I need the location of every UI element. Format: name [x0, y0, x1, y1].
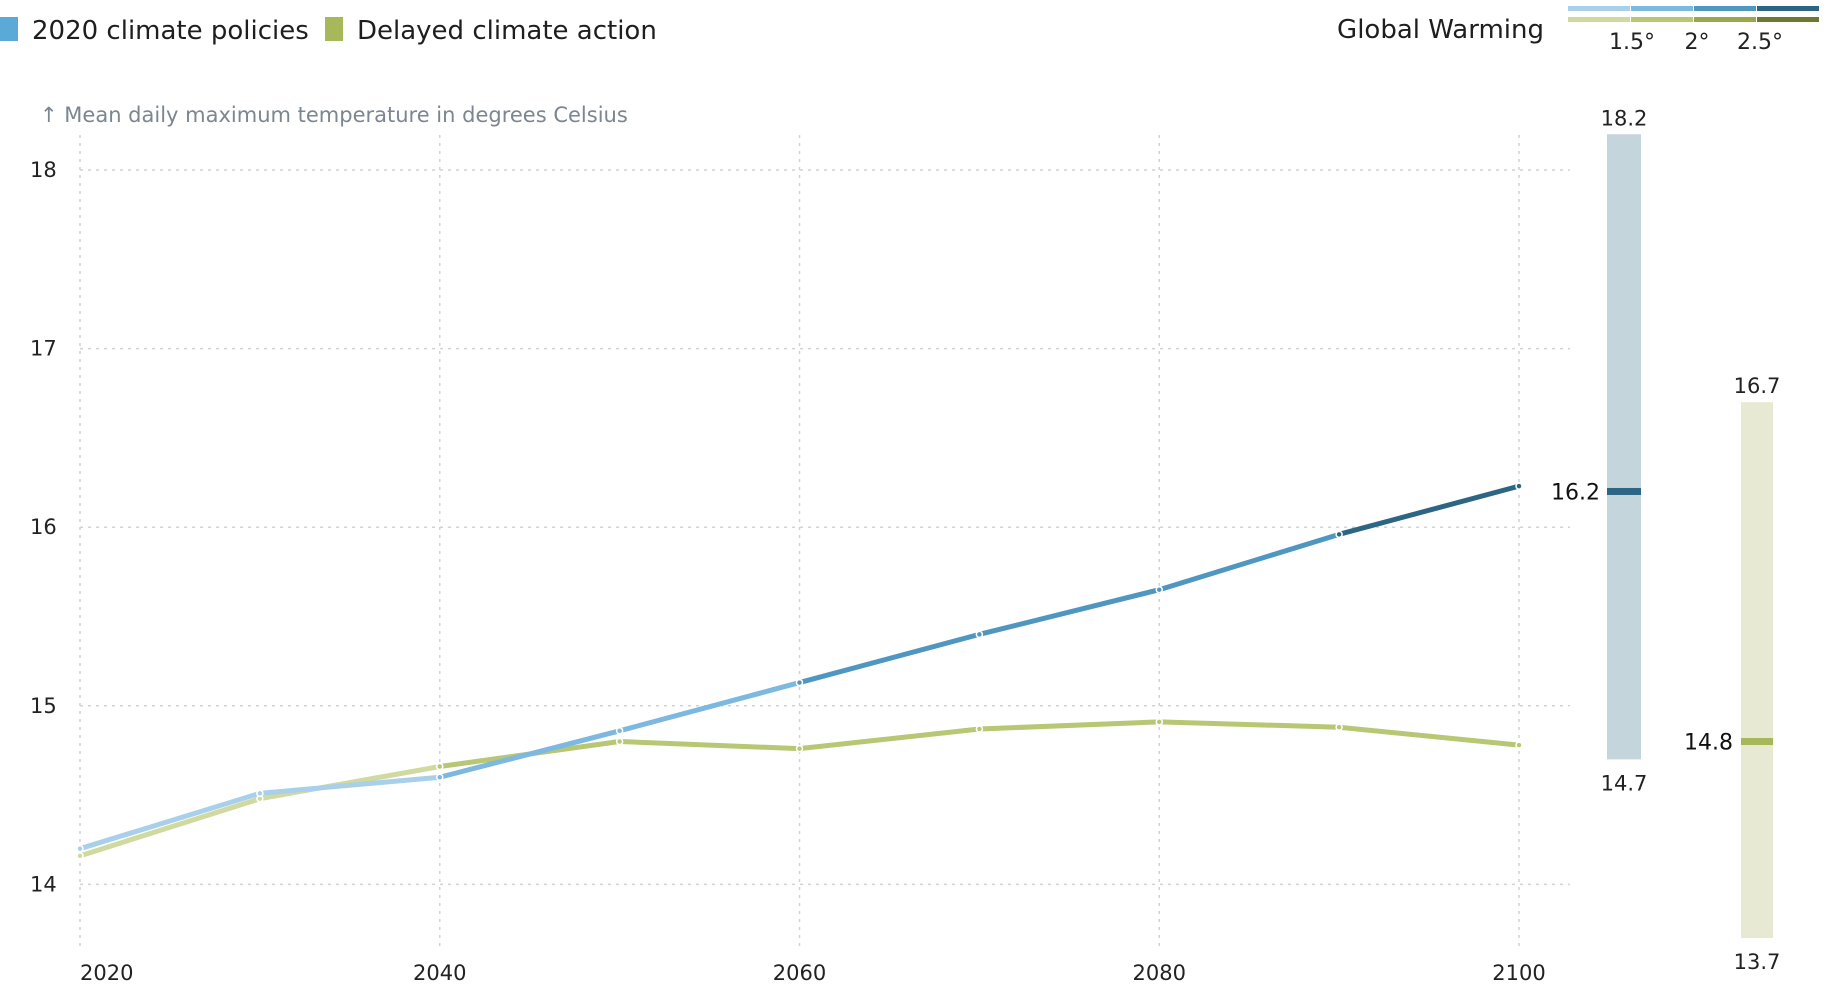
gw-bar-delayed-1 [1631, 17, 1693, 22]
data-point-policies-2060[interactable] [795, 678, 804, 687]
range-mid-marker-delayed [1741, 738, 1773, 746]
y-tick-labels: 14 15 16 17 18 [30, 158, 57, 896]
global-warming-color-bars [1568, 6, 1819, 22]
series-segment-1-5 [976, 719, 1162, 732]
data-point-delayed-2040[interactable] [436, 762, 444, 771]
gw-bar-delayed-0 [1568, 17, 1630, 22]
x-tick-2100: 2100 [1492, 961, 1545, 985]
range-high-label-delayed: 16.7 [1734, 374, 1781, 398]
range-low-label-delayed: 13.7 [1734, 950, 1781, 974]
data-point-delayed-2060[interactable] [795, 744, 804, 753]
series-line-policies [77, 483, 1522, 852]
series-points [76, 482, 1523, 860]
series-segment-0-6 [1156, 531, 1342, 593]
y-axis-title-text: Mean daily maximum temperature in degree… [64, 103, 628, 127]
data-point-policies-2100[interactable] [1515, 482, 1523, 490]
series-segment-0-2 [437, 728, 623, 780]
series-segment-1-4 [797, 726, 982, 752]
y-tick-15: 15 [30, 694, 57, 718]
legend-swatch-policies[interactable] [0, 17, 18, 41]
global-warming-label-2-5: 2.5° [1737, 30, 1783, 55]
series-segment-0-5 [976, 587, 1162, 637]
legend-label-policies[interactable]: 2020 climate policies [32, 16, 309, 46]
y-tick-17: 17 [30, 337, 57, 361]
global-warming-title: Global Warming [1337, 15, 1544, 45]
data-point-policies-2020[interactable] [76, 844, 84, 853]
x-tick-2040: 2040 [413, 961, 466, 985]
up-arrow-icon: ↑ [40, 103, 64, 127]
data-point-delayed-2080[interactable] [1155, 718, 1163, 726]
data-point-policies-2080[interactable] [1155, 585, 1163, 594]
gw-bar-policies-2 [1694, 6, 1756, 11]
series-segment-0-1 [257, 774, 443, 796]
y-tick-16: 16 [30, 515, 57, 539]
data-point-policies-2030[interactable] [256, 789, 264, 798]
gw-bar-policies-3 [1757, 6, 1819, 11]
data-point-delayed-2070[interactable] [975, 725, 984, 733]
data-point-policies-2090[interactable] [1335, 530, 1343, 539]
data-point-policies-2050[interactable] [615, 727, 624, 735]
data-point-delayed-2090[interactable] [1335, 723, 1343, 731]
data-point-policies-2040[interactable] [436, 773, 444, 781]
series-segment-0-0 [77, 790, 263, 852]
data-point-delayed-2100[interactable] [1515, 741, 1523, 749]
series-segment-0-3 [617, 680, 802, 734]
series-segment-1-0 [77, 796, 263, 859]
series-segment-1-7 [1336, 724, 1522, 748]
y-axis-title: ↑ Mean daily maximum temperature in degr… [40, 103, 628, 127]
range-high-label-policies: 18.2 [1601, 106, 1648, 130]
range-mid-label-delayed: 14.8 [1684, 731, 1733, 756]
x-tick-2020: 2020 [80, 961, 133, 985]
y-tick-18: 18 [30, 158, 57, 182]
gridlines [79, 135, 1570, 950]
gw-bar-delayed-2 [1694, 17, 1756, 22]
y-tick-14: 14 [30, 872, 57, 896]
data-point-policies-2070[interactable] [975, 630, 984, 639]
legend: 2020 climate policies Delayed climate ac… [0, 16, 657, 46]
data-point-delayed-2020[interactable] [76, 852, 84, 860]
x-tick-labels: 2020 2040 2060 2080 2100 [80, 961, 1546, 985]
data-point-delayed-2050[interactable] [615, 737, 624, 746]
series-segment-1-1 [257, 764, 443, 802]
legend-swatch-delayed[interactable] [325, 17, 343, 41]
range-low-label-policies: 14.7 [1601, 771, 1648, 795]
range-mid-label-policies: 16.2 [1551, 480, 1600, 505]
gw-bar-policies-0 [1568, 6, 1630, 11]
gw-bar-policies-1 [1631, 6, 1693, 11]
global-warming-label-2: 2° [1685, 30, 1710, 55]
series-line-delayed [77, 719, 1522, 859]
series-segment-0-4 [797, 631, 982, 686]
x-tick-2060: 2060 [773, 961, 826, 985]
range-bar-policies[interactable] [1607, 134, 1641, 760]
series-lines [77, 483, 1522, 859]
projection-ranges: 18.2 14.7 16.2 16.7 13.7 14.8 [1551, 106, 1780, 974]
series-segment-1-3 [617, 739, 802, 752]
series-segment-0-7 [1336, 483, 1522, 537]
global-warming-key: Global Warming 1.5° 2° 2.5° [1337, 6, 1819, 55]
series-segment-1-6 [1156, 719, 1342, 730]
legend-label-delayed[interactable]: Delayed climate action [357, 16, 657, 46]
range-bar-delayed[interactable] [1741, 402, 1773, 938]
gw-bar-delayed-3 [1757, 17, 1819, 22]
global-warming-label-1-5: 1.5° [1609, 30, 1655, 55]
x-tick-2080: 2080 [1133, 961, 1186, 985]
range-mid-marker-policies [1607, 487, 1641, 495]
